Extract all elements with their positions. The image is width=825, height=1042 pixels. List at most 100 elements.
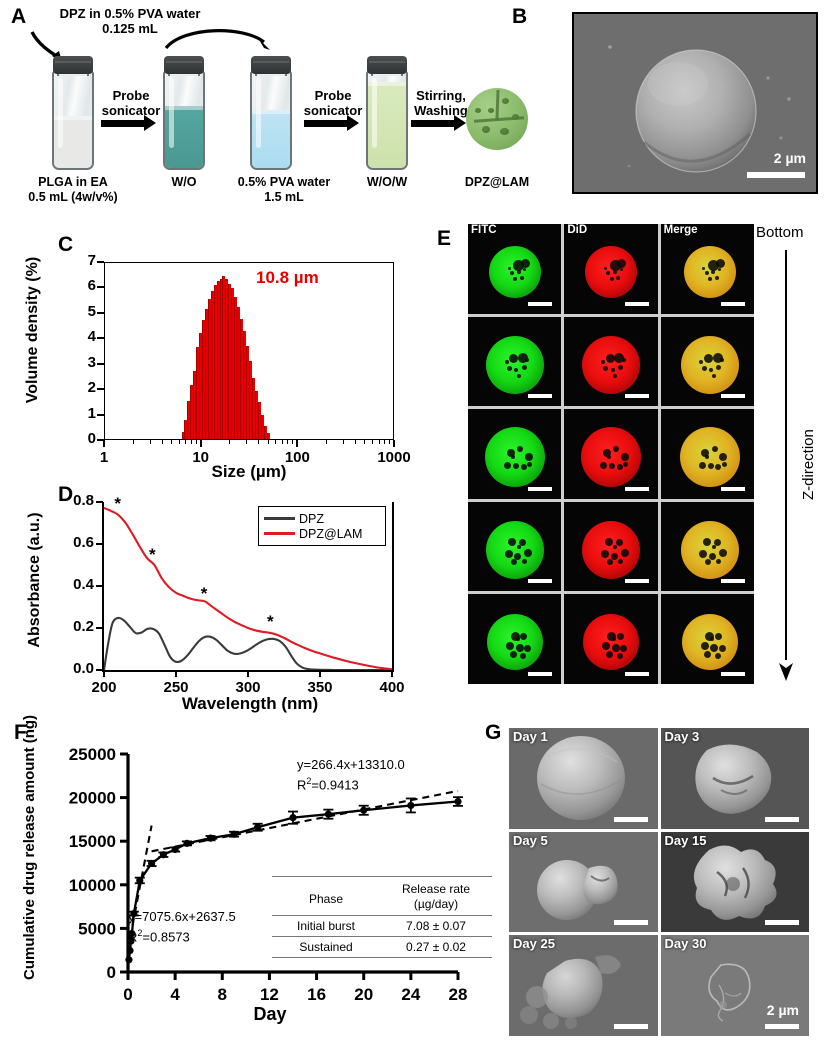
panelE-pore: [704, 271, 709, 276]
panelF-datapoint: [130, 909, 138, 918]
panelC-xlabel: Size (µm): [211, 462, 287, 481]
panelE-scalebar: [721, 394, 745, 399]
panelB-scalebar: [747, 172, 805, 178]
panelC-xtick-minor: [378, 440, 380, 444]
panelE-pore: [611, 637, 616, 642]
panelE-pore: [609, 276, 614, 281]
panelC-xtick: [199, 440, 202, 447]
panelG-scalebar: [613, 816, 648, 822]
panelD-ylabel: Absorbance (a.u.): [26, 512, 43, 648]
panelE-column-header: DiD: [567, 224, 588, 236]
panelA-arrow-text-0-line2: sonicator: [101, 103, 161, 118]
vial-cap: [251, 56, 291, 74]
panelE-pore: [509, 354, 519, 364]
panelA-arrow-0-icon: [101, 115, 156, 131]
panelE-scalebar: [624, 394, 649, 399]
panelA-step-label-2-line2: 1.5 mL: [264, 190, 304, 204]
panelF-datapoint: [289, 814, 297, 822]
panelC-ytick: [97, 337, 104, 340]
panelC-bar: [246, 346, 250, 439]
panelC-bar: [263, 426, 267, 439]
table-bottom-rule-row: [272, 957, 492, 960]
panelE-pore: [520, 633, 528, 641]
panelA-arrow-text-2-line1: Stirring,: [416, 88, 466, 103]
lam-pore: [482, 126, 490, 133]
panelC-ytick: [97, 311, 104, 314]
panelA-lam-particle-icon: [466, 88, 528, 150]
panelE-pore: [715, 259, 725, 269]
panelE-cell: FITC: [468, 224, 562, 314]
panelE-pore: [510, 632, 520, 642]
panelF-datapoint: [254, 823, 262, 831]
panelA-step-label-0-line1: PLGA in EA: [38, 175, 108, 189]
panelC-bar: [181, 431, 185, 439]
panelE-pore: [524, 549, 533, 558]
panelE-pore: [605, 651, 613, 659]
panelG-cell: Day 15: [660, 831, 809, 933]
panelE-pore: [510, 559, 517, 566]
panelE-pore: [711, 270, 716, 275]
panelF-xlabel: Day: [253, 1004, 287, 1024]
panelE-pore: [718, 549, 727, 558]
panelE-cell: [564, 316, 658, 407]
panelE-microsphere: [680, 335, 739, 394]
panelE-pore: [508, 538, 517, 547]
panelG-day-label: Day 5: [513, 832, 548, 848]
vial-shine: [256, 78, 261, 148]
panelE-pore: [514, 367, 519, 372]
panelA-step-label-2: 0.5% PVA water 1.5 mL: [221, 175, 347, 205]
panelF-datapoint: [324, 810, 332, 818]
panelE-pore: [521, 559, 527, 565]
panelE-pore: [616, 633, 624, 641]
panelA-step-label-4-line1: DPZ@LAM: [464, 175, 530, 189]
panelG-scalebar: [765, 816, 799, 822]
panelA-transfer-arrow-icon: [164, 29, 270, 50]
panelE-pore: [523, 645, 531, 653]
panelD-ytick: [96, 543, 103, 545]
panelE-pore: [520, 652, 527, 659]
panelE-pore: [707, 260, 719, 272]
panelE-pore: [506, 641, 515, 650]
panelE-pore: [617, 259, 627, 269]
panelC-xtick-minor: [389, 440, 391, 444]
panelG-cell: Day 3: [660, 728, 809, 829]
panelE-cell: [660, 409, 754, 499]
vial-cap: [164, 56, 204, 74]
panelC-xtick-minor: [178, 440, 180, 444]
panelE-scalebar: [528, 486, 553, 491]
panelE-pore: [506, 448, 515, 457]
panelE-pore: [701, 448, 710, 457]
panelC-bar: [249, 361, 253, 439]
panelE-pore: [711, 446, 718, 453]
panelE-pore: [514, 552, 522, 560]
panelE-cell: [564, 409, 658, 499]
panelC-bar: [193, 370, 197, 439]
release-rate-table: Phase Release rate (µg/day) Initial burs…: [272, 876, 492, 960]
panelF-svg: 0 5000 10000 15000 20000 25000 0 4 8 12 16 20 24 28: [69, 745, 468, 1004]
panelC-xtick-minor: [246, 440, 248, 444]
panelA-arrow-text-2: Stirring, Washing: [408, 88, 474, 118]
panelB-sem-content: [574, 14, 816, 192]
panelC-yticklabel: 5: [87, 302, 96, 320]
panelE-pore: [602, 641, 611, 650]
panelC-bar: [260, 414, 264, 439]
panelE-microsphere: [680, 520, 739, 579]
panelF-equation-bottom-line1: y=7075.6x+2637.5: [128, 909, 236, 924]
panelC-bar: [219, 278, 223, 439]
panelG-sem-content: [537, 859, 618, 920]
panelE-pore: [610, 367, 615, 372]
panelE-scalebar: [721, 671, 745, 676]
lam-pore: [488, 108, 494, 113]
panelC-xticklabel: 1000: [377, 449, 411, 466]
panelE-pore: [702, 538, 711, 547]
panelF-yticklabel: 10000: [69, 876, 116, 895]
panelE-scalebar: [721, 579, 745, 584]
panelF-datapoint: [128, 930, 136, 938]
panelC-xticklabel: 10: [192, 449, 209, 466]
panelD-xticklabel: 300: [235, 679, 261, 696]
panelE-cell: [468, 501, 562, 592]
panelE-microsphere: [487, 614, 543, 671]
panelC-xtick-minor: [149, 440, 151, 444]
panelA-annotation-line2: 0.125 mL: [102, 21, 158, 36]
panelA-arrow-text-0-line1: Probe: [112, 88, 150, 103]
